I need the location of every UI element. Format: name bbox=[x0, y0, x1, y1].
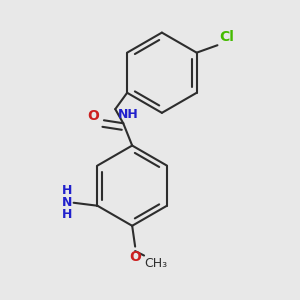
Text: CH₃: CH₃ bbox=[144, 257, 167, 270]
Text: H
N
H: H N H bbox=[62, 184, 72, 221]
Text: O: O bbox=[88, 109, 100, 123]
Text: Cl: Cl bbox=[219, 30, 234, 44]
Text: O: O bbox=[129, 250, 141, 264]
Text: NH: NH bbox=[118, 108, 139, 121]
